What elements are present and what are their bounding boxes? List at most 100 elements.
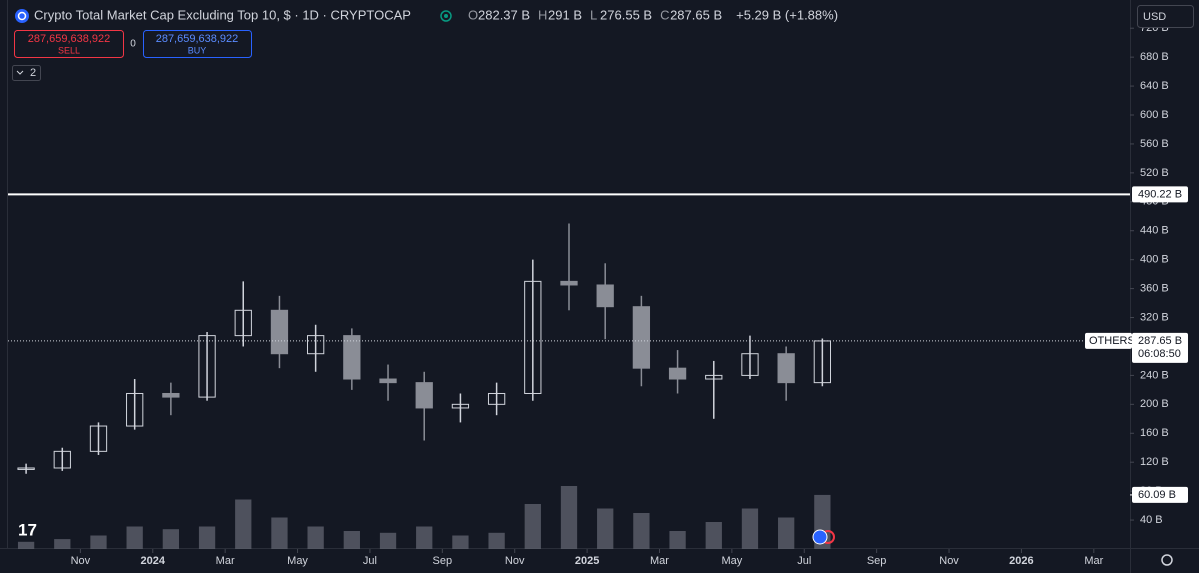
ohlc-key: H (538, 7, 547, 22)
sell-button[interactable] (14, 30, 124, 58)
buy-button[interactable] (143, 30, 252, 58)
y-tick-label: 400 B (1140, 254, 1169, 266)
volume-bar (379, 532, 397, 549)
market-status (440, 10, 452, 22)
y-tick-label: 600 B (1140, 109, 1169, 121)
candle-body (307, 335, 325, 355)
x-tick-label: Jul (797, 555, 811, 567)
y-tick-label: 520 B (1140, 167, 1169, 179)
symbol-logo-mark (17, 11, 27, 21)
y-tick-label: 440 B (1140, 225, 1169, 237)
volume-bar (524, 504, 541, 549)
x-tick-label: Mar (1084, 555, 1103, 567)
candle-body (234, 309, 252, 337)
x-tick-label: Mar (650, 555, 669, 567)
candle-body (126, 392, 144, 427)
volume-bar (54, 539, 71, 549)
candle-body (198, 335, 216, 398)
last-price-label: 287.65 B (1138, 335, 1182, 347)
candle-body (705, 374, 723, 380)
volume-bar (271, 517, 288, 549)
volume-bar (90, 535, 107, 549)
sell-label: SELL (58, 45, 80, 55)
currency-select[interactable] (1137, 5, 1194, 28)
volume-bar (198, 526, 216, 549)
volume-label-box (1132, 486, 1188, 503)
volume-bar (17, 541, 35, 549)
ohlc-value: 276.55 B (600, 7, 652, 22)
sell-price: 287,659,638,922 (28, 33, 111, 45)
volume-bar (778, 517, 795, 549)
chart-title: Crypto Total Market Cap Excluding Top 10… (34, 7, 411, 22)
y-tick-label: 320 B (1140, 311, 1169, 323)
ohlc-value: 291 B (548, 7, 582, 22)
event-flag[interactable] (812, 529, 828, 545)
volume-bar (488, 532, 505, 549)
symbol-label-box (1085, 332, 1132, 349)
volume-bar (126, 526, 143, 549)
chevron (16, 70, 24, 75)
x-tick-label: 2024 (141, 555, 166, 567)
volume-bar (235, 499, 252, 549)
spread: 0 (130, 39, 136, 50)
x-tick-label: 2026 (1009, 555, 1033, 567)
candle-body (596, 284, 614, 308)
hline-label-box (1132, 186, 1188, 203)
candle-body (524, 280, 542, 394)
buy-label: BUY (188, 45, 207, 55)
y-tick-label: 40 B (1140, 514, 1163, 526)
y-tick-label: 240 B (1140, 369, 1169, 381)
candle-body (162, 392, 180, 398)
candle-body (89, 425, 108, 452)
candle-body (777, 353, 795, 384)
candle-body (668, 367, 687, 380)
y-tick-label: 640 B (1140, 80, 1169, 92)
buy-price: 287,659,638,922 (156, 33, 239, 45)
y-tick-label: 160 B (1140, 427, 1169, 439)
volume-bar (669, 531, 686, 549)
ohlc-key: L (590, 7, 597, 22)
y-tick-label: 200 B (1140, 398, 1169, 410)
candle-body (343, 335, 361, 380)
x-tick-label: May (721, 555, 742, 567)
symbol-logo (15, 9, 29, 23)
hline-label: 490.22 B (1138, 188, 1182, 200)
indicators-toggle[interactable] (12, 65, 41, 81)
ohlc-legend: O 282.37 B H 291 B L 276.55 B C 287.65 B (468, 7, 722, 22)
x-tick-label: Sep (433, 555, 453, 567)
volume-bar (307, 526, 324, 549)
candle-body (741, 353, 759, 376)
volume-bar (162, 529, 180, 549)
x-tick-label: Nov (71, 555, 91, 567)
candle-body (813, 340, 831, 384)
candle-body (53, 450, 71, 469)
x-tick-label: Mar (216, 555, 235, 567)
countdown: 06:08:50 (1138, 348, 1181, 360)
x-tick-label: Nov (505, 555, 525, 567)
volume-bar (633, 513, 650, 549)
y-tick-label: 680 B (1140, 51, 1169, 63)
candle-body (379, 378, 397, 384)
candle-body (17, 467, 35, 470)
indicator-count: 2 (30, 67, 36, 79)
ohlc-key: O (468, 7, 478, 22)
x-tick-label: 2025 (575, 555, 599, 567)
volume-bar (705, 522, 722, 549)
symbol-label: OTHERS (1089, 335, 1135, 347)
volume-label: 60.09 B (1138, 489, 1176, 501)
volume-bar (343, 531, 360, 549)
logo: 17 (18, 520, 37, 539)
candle-body (487, 392, 506, 405)
settings[interactable] (1161, 554, 1173, 566)
candle-body (451, 403, 470, 409)
currency: USD (1143, 11, 1166, 23)
volume-bar (597, 508, 614, 549)
volume-bar (416, 526, 433, 549)
ohlc-value: 282.37 B (478, 7, 530, 22)
ohlc-value: 287.65 B (670, 7, 722, 22)
candle-body (560, 280, 578, 286)
x-tick-label: Jul (363, 555, 377, 567)
y-tick-label: 120 B (1140, 456, 1169, 468)
